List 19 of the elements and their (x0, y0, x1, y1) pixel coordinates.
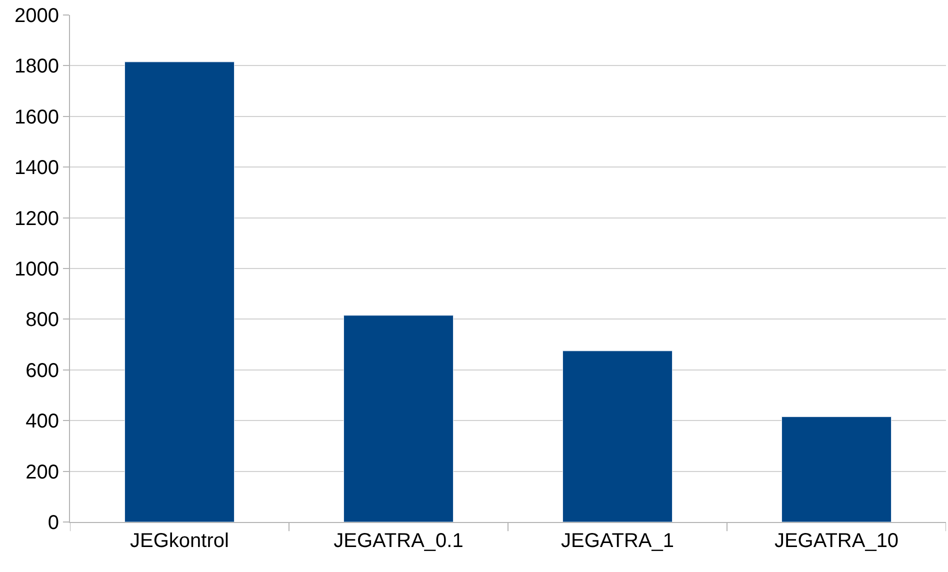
x-tick-label: JEGATRA_1 (561, 530, 674, 552)
y-tick-label: 1000 (14, 258, 59, 280)
bar (782, 416, 892, 522)
x-tick-label: JEGATRA_0.1 (334, 530, 464, 552)
y-tick-label: 2000 (14, 5, 59, 27)
y-tick-label: 1400 (14, 157, 59, 180)
y-tick-label: 1800 (14, 56, 59, 78)
y-tick-label: 400 (26, 410, 59, 433)
y-tick-label: 600 (26, 360, 59, 382)
bar (344, 315, 454, 522)
bar (562, 350, 672, 522)
y-tick-label: 0 (48, 512, 59, 534)
y-tick-label: 1600 (14, 106, 59, 128)
x-tick-label: JEGATRA_10 (774, 530, 899, 552)
bar (124, 62, 234, 522)
x-tick-label: JEGkontrol (130, 530, 229, 552)
y-tick-label: 200 (26, 461, 59, 484)
y-tick-label: 1200 (14, 208, 59, 230)
y-tick-label: 800 (26, 309, 59, 332)
